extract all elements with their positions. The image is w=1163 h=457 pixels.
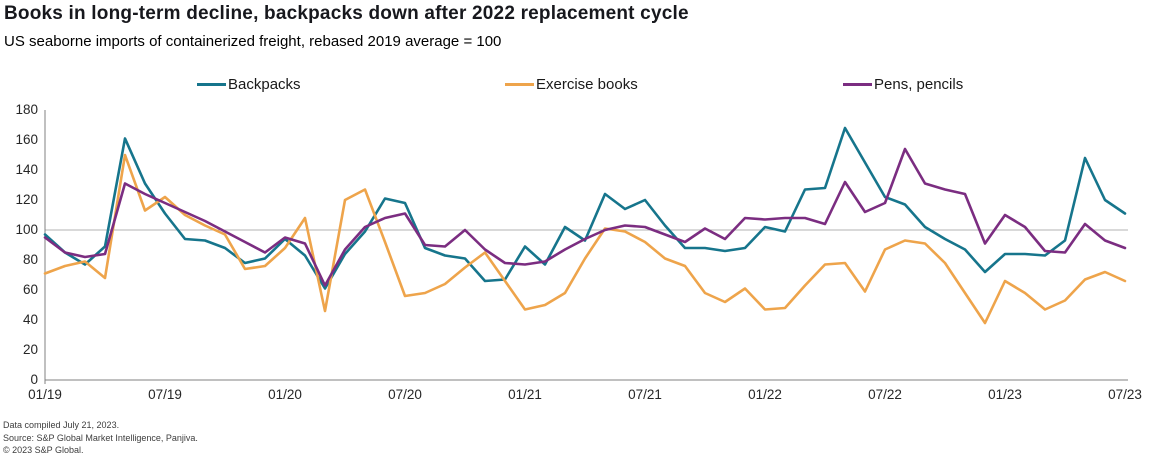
y-axis-label-40: 40 (22, 312, 38, 327)
pens-pencils-line (43, 147, 1127, 287)
x-axis-label-01-21: 01/21 (508, 387, 542, 402)
legend-label-backpacks: Backpacks (228, 75, 301, 93)
x-axis-label-07-19: 07/19 (148, 387, 182, 402)
legend-label-exercise-books: Exercise books (536, 75, 638, 93)
page-title: Books in long-term decline, backpacks do… (4, 3, 689, 24)
legend-label-pens-pencils: Pens, pencils (874, 75, 964, 93)
legend-item-backpacks: Backpacks (197, 75, 301, 93)
x-axis-label-01-23: 01/23 (988, 387, 1022, 402)
y-axis-label-100: 100 (15, 222, 38, 237)
y-axis-label-140: 140 (15, 162, 38, 177)
x-axis-label-01-19: 01/19 (28, 387, 62, 402)
footnote-copyright: © 2023 S&P Global. (3, 445, 84, 455)
y-axis-label-180: 180 (15, 102, 38, 117)
footnotes: Data compiled July 21, 2023. Source: S&P… (3, 419, 198, 457)
y-axis-label-120: 120 (15, 192, 38, 207)
footnote-compiled: Data compiled July 21, 2023. (3, 420, 120, 430)
y-axis-label-60: 60 (22, 282, 38, 297)
y-axis-label-0: 0 (30, 372, 38, 387)
legend-item-exercise-books: Exercise books (505, 75, 638, 93)
y-axis-label-20: 20 (22, 342, 38, 357)
x-axis-label-01-22: 01/22 (748, 387, 782, 402)
footnote-source: Source: S&P Global Market Intelligence, … (3, 432, 198, 443)
x-axis-label-01-20: 01/20 (268, 387, 302, 402)
x-axis-label-07-22: 07/22 (868, 387, 902, 402)
pens-pencils-line-swatch-icon (843, 82, 872, 86)
x-axis-label-07-20: 07/20 (388, 387, 422, 402)
backpacks-line-swatch-icon (197, 82, 226, 86)
backpacks-line (43, 126, 1127, 290)
y-axis-label-160: 160 (15, 132, 38, 147)
y-axis-label-80: 80 (22, 252, 38, 267)
x-axis-label-07-21: 07/21 (628, 387, 662, 402)
exercise-books-line (43, 153, 1127, 325)
exercise-books-line-swatch-icon (505, 82, 534, 86)
x-axis-label-07-23: 07/23 (1108, 387, 1142, 402)
legend-item-pens-pencils: Pens, pencils (843, 75, 963, 93)
chart-subtitle: US seaborne imports of containerized fre… (4, 33, 502, 50)
